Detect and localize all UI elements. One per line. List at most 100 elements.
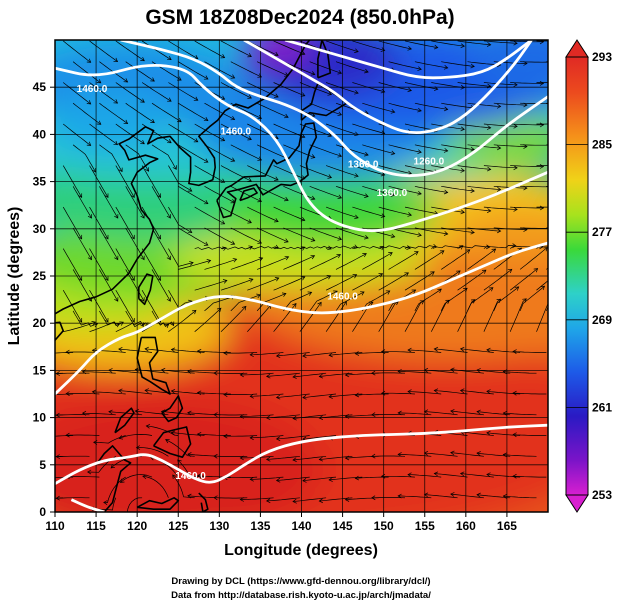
streamline-arrow (486, 166, 492, 172)
streamline-arrow (55, 412, 60, 418)
streamline-arrow (78, 276, 83, 281)
streamline-arrow (371, 370, 376, 376)
streamline (168, 290, 193, 309)
streamline-arrow (407, 389, 412, 394)
streamline (126, 497, 143, 512)
streamline-arrow (91, 168, 96, 173)
streamline-arrow (81, 369, 87, 375)
streamline-arrow (170, 430, 176, 436)
streamline-arrow (108, 368, 113, 373)
streamline-arrow (189, 261, 194, 266)
streamline (467, 227, 501, 232)
streamline-arrow (513, 165, 518, 171)
streamline-arrow (196, 431, 202, 437)
streamline-arrow (380, 473, 386, 479)
streamline-arrow (170, 321, 175, 327)
streamline-arrow (249, 393, 254, 399)
streamline (118, 390, 153, 395)
streamline (536, 206, 548, 208)
streamline (168, 310, 197, 332)
colorbar-top-arrow (565, 39, 589, 58)
streamline-arrow (118, 346, 123, 352)
streamline (168, 82, 198, 101)
lat-lon-grid (55, 40, 548, 512)
streamline-arrow (78, 318, 83, 323)
streamline (309, 227, 342, 240)
streamline (519, 285, 545, 312)
streamline (276, 476, 310, 481)
streamline (325, 82, 359, 94)
streamline-arrow (310, 237, 316, 242)
streamline-arrow (502, 452, 507, 458)
streamline (424, 494, 458, 499)
streamline-arrow (327, 132, 333, 138)
streamline-arrow (145, 423, 151, 429)
streamline (141, 165, 161, 198)
streamline-arrow (248, 245, 253, 250)
streamline (352, 165, 385, 176)
streamline (388, 102, 422, 112)
streamline (352, 206, 385, 217)
streamline (299, 302, 322, 332)
streamline-arrow (390, 192, 396, 197)
streamline-arrow (30, 456, 34, 460)
streamline-arrow (302, 353, 307, 359)
coastline-segment (136, 336, 171, 395)
streamline (115, 248, 135, 281)
streamline (118, 434, 153, 439)
streamline (325, 165, 359, 177)
streamline (256, 102, 289, 118)
streamline (283, 144, 315, 158)
streamline (220, 82, 252, 99)
streamline-arrow (344, 414, 350, 419)
streamline-arrow (470, 146, 475, 152)
coastline-segment (198, 492, 209, 512)
streamline-arrow (232, 257, 238, 263)
streamline-arrow (165, 438, 170, 444)
streamline (204, 144, 235, 162)
streamline (513, 392, 547, 395)
streamline-arrow (87, 469, 92, 475)
streamline (89, 40, 118, 62)
streamline-arrow (310, 154, 316, 159)
streamline (115, 40, 145, 61)
streamline-arrow (302, 478, 307, 483)
height-contour-line (243, 40, 533, 135)
streamline-arrow (220, 137, 226, 142)
streamline-arrow (550, 226, 553, 230)
streamline (414, 288, 442, 312)
streamline-arrow (108, 409, 113, 415)
streamline-arrow (327, 174, 333, 179)
streamline (62, 82, 91, 105)
streamline-arrow (423, 492, 429, 498)
streamline (536, 82, 548, 83)
streamline-arrow (220, 54, 226, 59)
streamline-arrow (550, 143, 553, 147)
streamline (220, 306, 247, 332)
streamline (414, 250, 445, 270)
streamline-arrow (450, 367, 455, 373)
streamline-arrow (140, 98, 145, 103)
streamline-arrow (378, 273, 384, 278)
streamline-arrow (274, 176, 279, 181)
coastline-segment (152, 426, 192, 458)
streamline (424, 369, 458, 374)
streamline (240, 372, 274, 376)
streamline (99, 227, 119, 260)
streamline (247, 206, 279, 222)
streamline-arrow (134, 367, 140, 373)
streamline-arrow (417, 190, 422, 196)
streamline-arrow (486, 42, 492, 47)
streamline (292, 455, 327, 461)
streamline-arrow (191, 309, 197, 315)
streamline (56, 372, 90, 375)
streamline-arrow (86, 58, 92, 63)
streamline-arrow (539, 122, 545, 128)
streamline-arrow (450, 492, 455, 497)
streamline (283, 255, 315, 270)
colorbar-tick-label: 261 (592, 400, 612, 414)
streamline-arrow (379, 246, 385, 251)
streamline-arrow (352, 274, 358, 279)
streamline (299, 275, 331, 291)
streamline-arrow (130, 276, 135, 281)
